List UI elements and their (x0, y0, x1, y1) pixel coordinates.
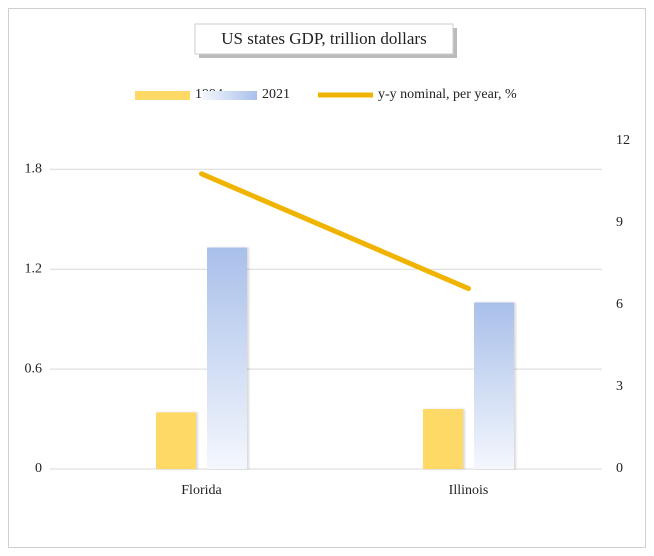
x-tick-label: Florida (181, 483, 222, 498)
y2-tick-label: 9 (616, 215, 623, 230)
y-tick-label: 0.6 (25, 361, 43, 376)
line (199, 171, 471, 292)
bar (207, 247, 247, 469)
bar (474, 302, 514, 469)
y2-tick-label: 6 (616, 297, 623, 312)
chart-border (8, 8, 646, 548)
bar (423, 409, 463, 469)
legend-label: 2021 (262, 87, 290, 102)
title-box (194, 23, 454, 55)
legend-swatch (202, 91, 257, 100)
y2-tick-label: 0 (616, 461, 623, 476)
chart-title: US states GDP, trillion dollars (221, 29, 426, 48)
bar (156, 412, 196, 469)
legend-label: y-y nominal, per year, % (378, 87, 517, 102)
x-tick-label: Illinois (449, 483, 489, 498)
y2-tick-label: 3 (616, 379, 623, 394)
y-tick-label: 1.8 (25, 162, 43, 177)
y-tick-label: 1.2 (25, 261, 43, 276)
legend-swatch (135, 91, 190, 100)
y-tick-label: 0 (35, 461, 42, 476)
y2-tick-label: 12 (616, 133, 630, 148)
